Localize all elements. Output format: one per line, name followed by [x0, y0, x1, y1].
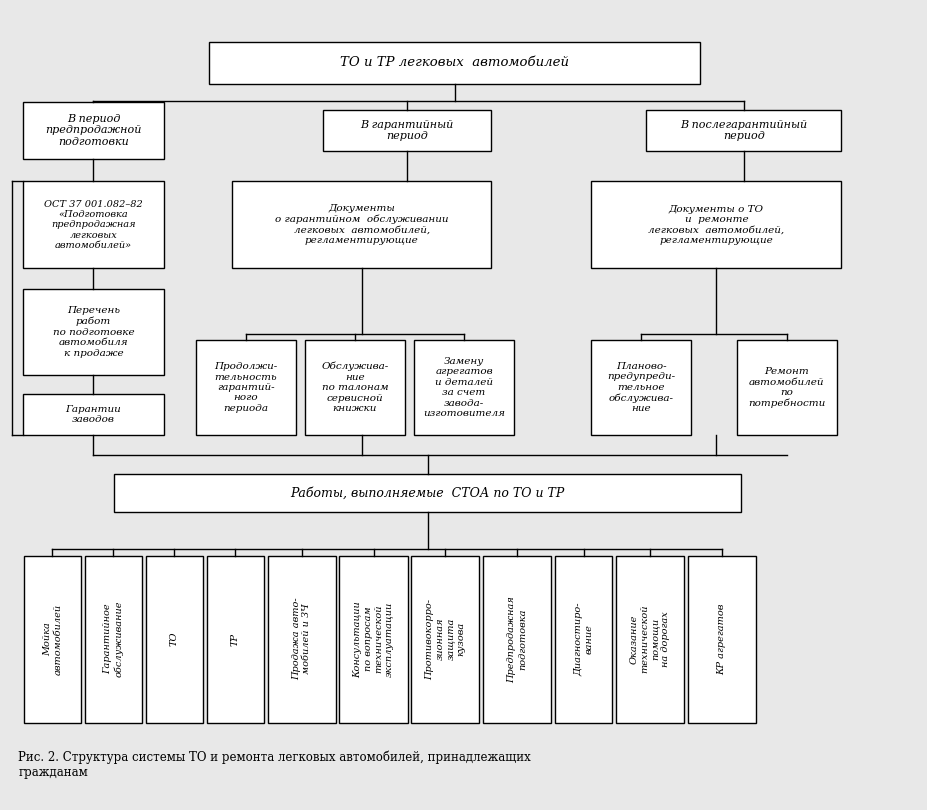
Text: Замену
агрегатов
и деталей
за счет
завода-
изготовителя: Замену агрегатов и деталей за счет завод… [423, 357, 504, 418]
Text: Гарантии
заводов: Гарантии заводов [66, 405, 121, 424]
FancyBboxPatch shape [413, 340, 514, 435]
Text: В послегарантийный
период: В послегарантийный период [679, 120, 806, 141]
Text: Мойка
автомобилей: Мойка автомобилей [43, 603, 62, 675]
FancyBboxPatch shape [304, 340, 404, 435]
FancyBboxPatch shape [483, 556, 551, 723]
Text: Гарантийное
обслуживание: Гарантийное обслуживание [103, 601, 123, 677]
Text: В гарантийный
период: В гарантийный период [361, 120, 453, 141]
Text: Консультации
по вопросам
технической
эксплуатации: Консультации по вопросам технической экс… [353, 601, 393, 677]
FancyBboxPatch shape [411, 556, 479, 723]
FancyBboxPatch shape [23, 102, 164, 159]
FancyBboxPatch shape [267, 556, 336, 723]
Text: Оказание
технической
помощи
на дорогах: Оказание технической помощи на дорогах [629, 605, 669, 673]
Text: Работы, выполняемые  СТОА по ТО и ТР: Работы, выполняемые СТОА по ТО и ТР [290, 487, 565, 500]
FancyBboxPatch shape [687, 556, 756, 723]
FancyBboxPatch shape [736, 340, 836, 435]
Text: ТР: ТР [231, 633, 239, 646]
Text: Документы о ТО
и  ремонте
легковых  автомобилей,
регламентирующие: Документы о ТО и ремонте легковых автомо… [648, 205, 783, 245]
FancyBboxPatch shape [554, 556, 612, 723]
FancyBboxPatch shape [196, 340, 296, 435]
Text: ТО и ТР легковых  автомобилей: ТО и ТР легковых автомобилей [340, 57, 569, 70]
FancyBboxPatch shape [339, 556, 407, 723]
Text: Обслужива-
ние
по талонам
сервисной
книжки: Обслужива- ние по талонам сервисной книж… [321, 362, 388, 413]
Text: ТО: ТО [170, 632, 179, 646]
FancyBboxPatch shape [114, 474, 741, 512]
FancyBboxPatch shape [207, 556, 263, 723]
FancyBboxPatch shape [232, 181, 490, 268]
FancyBboxPatch shape [84, 556, 142, 723]
FancyBboxPatch shape [590, 181, 841, 268]
FancyBboxPatch shape [24, 556, 81, 723]
FancyBboxPatch shape [616, 556, 683, 723]
FancyBboxPatch shape [146, 556, 203, 723]
FancyBboxPatch shape [323, 109, 490, 151]
Text: Противокорро-
зионная
защита
кузова: Противокорро- зионная защита кузова [425, 599, 465, 680]
FancyBboxPatch shape [23, 181, 164, 268]
Text: В период
предпродажной
подготовки: В период предпродажной подготовки [45, 113, 142, 147]
Text: ОСТ 37 001.082–82
«Подготовка
предпродажная
легковых
автомобилей»: ОСТ 37 001.082–82 «Подготовка предпродаж… [44, 199, 143, 250]
Text: Ремонт
автомобилей
по
потребности: Ремонт автомобилей по потребности [747, 367, 825, 408]
Text: Документы
о гарантийном  обслуживании
легковых  автомобилей,
регламентирующие: Документы о гарантийном обслуживании лег… [274, 204, 448, 245]
Text: Диагностиро-
вание: Диагностиро- вание [573, 603, 592, 676]
Text: Продажа авто-
мобилей и ЗЧ: Продажа авто- мобилей и ЗЧ [292, 598, 311, 680]
FancyBboxPatch shape [645, 109, 841, 151]
Text: Продолжи-
тельность
гарантий-
ного
периода: Продолжи- тельность гарантий- ного перио… [214, 362, 277, 413]
FancyBboxPatch shape [23, 289, 164, 375]
Text: КР агрегатов: КР агрегатов [717, 603, 726, 675]
FancyBboxPatch shape [23, 394, 164, 435]
FancyBboxPatch shape [210, 42, 700, 83]
Text: Перечень
работ
по подготовке
автомобиля
к продаже: Перечень работ по подготовке автомобиля … [53, 306, 134, 357]
Text: Предпродажная
подготовка: Предпродажная подготовка [507, 595, 527, 683]
Text: Рис. 2. Структура системы ТО и ремонта легковых автомобилей, принадлежащих
гражд: Рис. 2. Структура системы ТО и ремонта л… [19, 750, 530, 778]
Text: Планово-
предупреди-
тельное
обслужива-
ние: Планово- предупреди- тельное обслужива- … [606, 362, 675, 413]
FancyBboxPatch shape [590, 340, 691, 435]
